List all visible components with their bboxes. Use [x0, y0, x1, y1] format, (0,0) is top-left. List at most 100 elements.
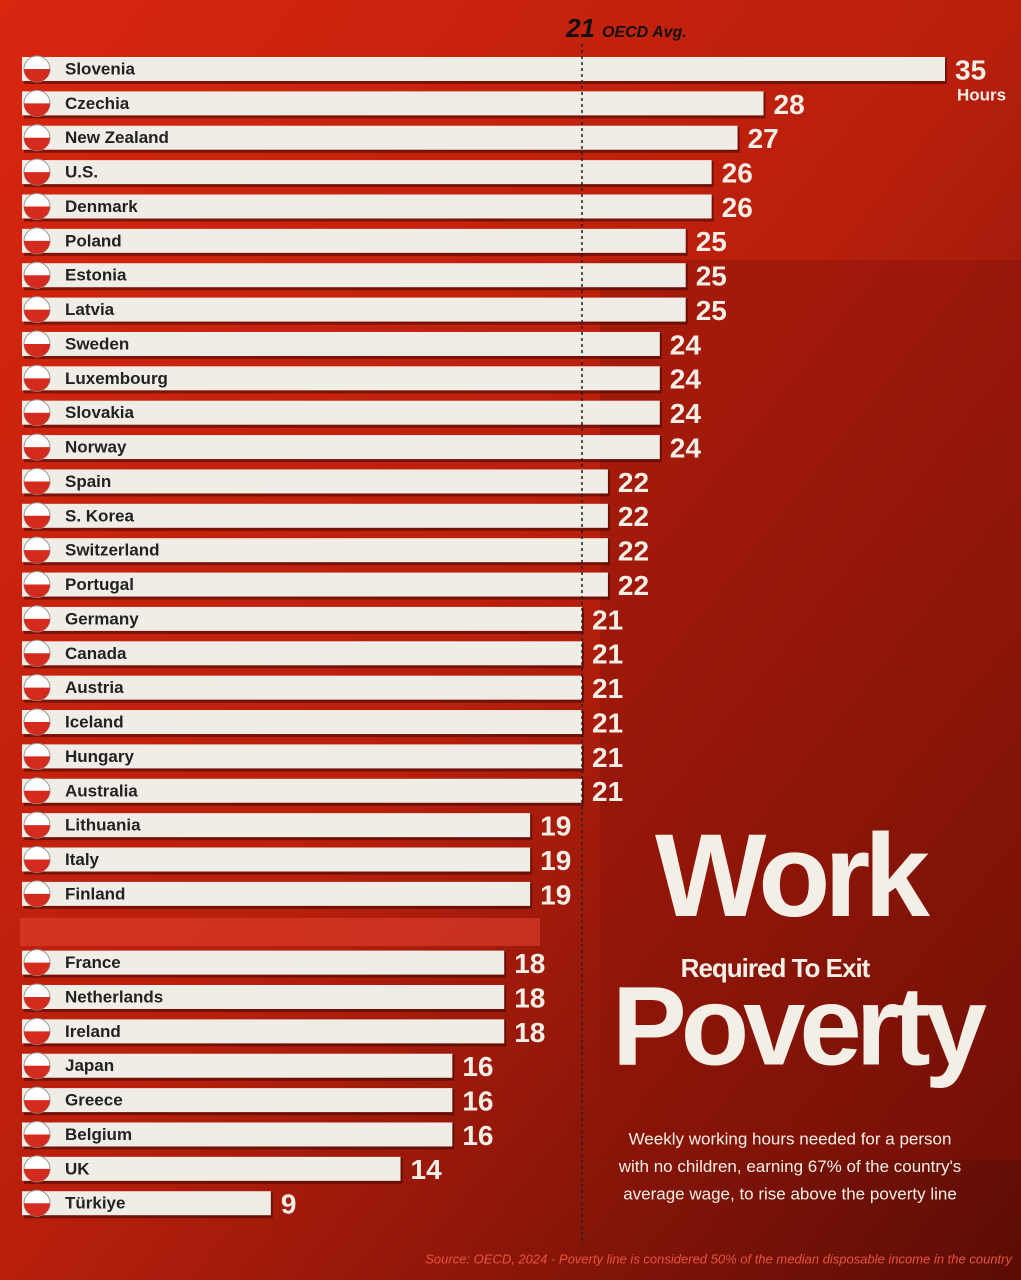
- category-label: Iceland: [65, 713, 124, 732]
- bar: [22, 194, 712, 219]
- value-label: 22: [618, 501, 649, 532]
- bar: [22, 228, 686, 253]
- flag-stripe: [24, 447, 50, 461]
- value-label: 26: [722, 192, 753, 223]
- category-label: Denmark: [65, 197, 138, 216]
- category-label: Slovenia: [65, 59, 135, 78]
- title-middle: Required To Exit: [681, 953, 871, 983]
- value-label: 25: [696, 295, 727, 326]
- subtitle: Weekly working hours needed for a person: [629, 1129, 952, 1148]
- bar: [22, 538, 608, 563]
- value-label: 22: [618, 536, 649, 567]
- subtitle: average wage, to rise above the poverty …: [623, 1184, 957, 1203]
- category-label: Hungary: [65, 747, 135, 766]
- value-label: 16: [462, 1085, 493, 1116]
- value-label: 25: [696, 261, 727, 292]
- flag-stripe: [24, 1100, 50, 1114]
- category-label: Netherlands: [65, 987, 163, 1006]
- bar: [22, 881, 531, 906]
- bar: [22, 263, 686, 288]
- value-label: 19: [540, 845, 571, 876]
- category-label: Switzerland: [65, 541, 159, 560]
- category-label: Greece: [65, 1091, 123, 1110]
- category-label: Spain: [65, 472, 111, 491]
- value-label: 22: [618, 467, 649, 498]
- category-label: Türkiye: [65, 1194, 125, 1213]
- bar: [22, 1053, 453, 1078]
- bar: [22, 606, 582, 631]
- value-label: 18: [514, 982, 545, 1013]
- value-label: 24: [670, 398, 702, 429]
- category-label: Ireland: [65, 1022, 121, 1041]
- category-label: Canada: [65, 644, 127, 663]
- flag-stripe: [24, 137, 50, 151]
- bar: [22, 744, 582, 769]
- flag-stripe: [24, 481, 50, 495]
- bar: [22, 469, 608, 494]
- flag-stripe: [24, 172, 50, 186]
- value-label: 18: [514, 1017, 545, 1048]
- flag-stripe: [24, 618, 50, 632]
- category-label: Italy: [65, 850, 100, 869]
- flag-stripe: [24, 893, 50, 907]
- title: Work: [655, 810, 930, 942]
- value-label: 26: [722, 158, 753, 189]
- bar: [22, 1122, 453, 1147]
- category-label: UK: [65, 1159, 90, 1178]
- value-label: 19: [540, 811, 571, 842]
- category-label: Estonia: [65, 266, 127, 285]
- value-label: 9: [281, 1189, 297, 1220]
- bar: [22, 400, 660, 425]
- category-label: Germany: [65, 609, 139, 628]
- bar: [22, 1191, 271, 1216]
- value-label: 21: [592, 707, 623, 738]
- category-label: Norway: [65, 438, 127, 457]
- unit-label: Hours: [957, 85, 1006, 104]
- flag-stripe: [24, 962, 50, 976]
- bar: [22, 950, 505, 975]
- flag-stripe: [24, 1031, 50, 1045]
- category-label: Lithuania: [65, 816, 141, 835]
- flag-stripe: [24, 515, 50, 529]
- bar: [22, 813, 531, 838]
- flag-stripe: [24, 275, 50, 289]
- flag-stripe: [24, 790, 50, 804]
- bar: [22, 331, 660, 356]
- category-label: U.S.: [65, 163, 98, 182]
- value-label: 16: [462, 1051, 493, 1082]
- flag-stripe: [24, 550, 50, 564]
- category-label: Czechia: [65, 94, 130, 113]
- value-label: 25: [696, 226, 727, 257]
- value-label: 21: [592, 776, 623, 807]
- flag-stripe: [24, 687, 50, 701]
- value-label: 22: [618, 570, 649, 601]
- value-label: 18: [514, 948, 545, 979]
- bar: [22, 847, 531, 872]
- bar: [22, 435, 660, 460]
- category-label: Australia: [65, 781, 138, 800]
- bar: [22, 297, 686, 322]
- bar: [22, 1019, 505, 1044]
- flag-stripe: [24, 240, 50, 254]
- reference-label: OECD Avg.: [602, 24, 687, 41]
- value-label: 28: [774, 89, 805, 120]
- subtitle: with no children, earning 67% of the cou…: [618, 1157, 962, 1176]
- category-label: Finland: [65, 884, 125, 903]
- bar: [22, 675, 582, 700]
- value-label: 27: [748, 123, 779, 154]
- value-label: 21: [592, 742, 623, 773]
- category-label: Portugal: [65, 575, 134, 594]
- flag-stripe: [24, 859, 50, 873]
- category-label: Belgium: [65, 1125, 132, 1144]
- bar: [22, 57, 945, 81]
- value-label: 16: [462, 1120, 493, 1151]
- category-label: New Zealand: [65, 128, 169, 147]
- value-label: 21: [592, 639, 623, 670]
- bar: [22, 1156, 401, 1181]
- category-label: Luxembourg: [65, 369, 168, 388]
- category-label: S. Korea: [65, 506, 135, 525]
- flag-stripe: [24, 1134, 50, 1148]
- value-label: 21: [592, 673, 623, 704]
- category-label: Latvia: [65, 300, 115, 319]
